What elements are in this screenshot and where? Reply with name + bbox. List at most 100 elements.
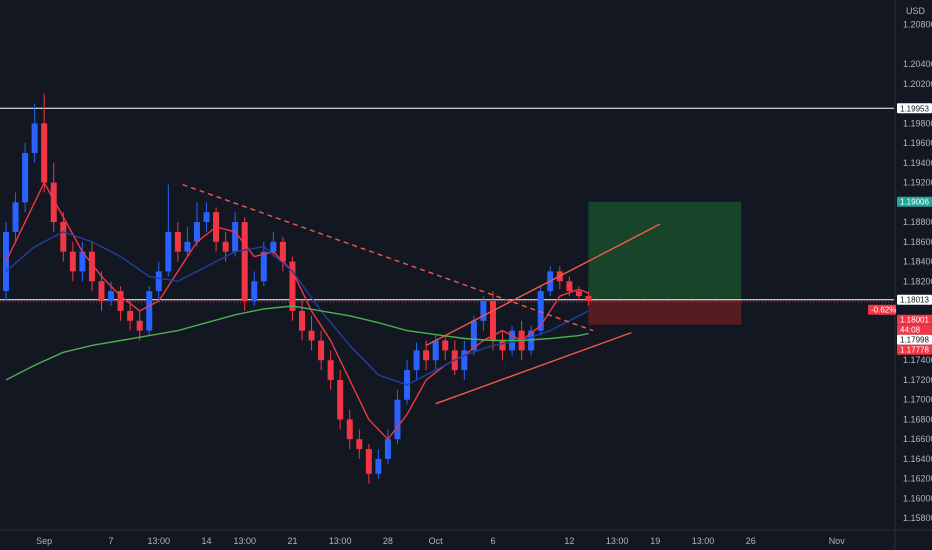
candle — [241, 217, 248, 311]
candle — [260, 241, 267, 287]
price-tick-label: 1.19400 — [903, 158, 932, 168]
price-badge: 1.17998 — [897, 334, 932, 345]
candle-body — [98, 281, 105, 302]
candle — [174, 222, 181, 262]
candle-body — [270, 241, 277, 252]
price-tick-label: 1.20800 — [903, 20, 932, 30]
time-tick-label: 13:00 — [692, 536, 715, 546]
candle-body — [480, 301, 487, 321]
moving-average-line-1 — [5, 181, 589, 441]
profit-zone[interactable] — [588, 201, 742, 300]
candle-body — [365, 449, 372, 474]
candle-body — [88, 251, 95, 282]
candle — [117, 286, 124, 321]
candle-body — [69, 251, 76, 272]
candle — [79, 241, 86, 282]
moving-average-line-2 — [5, 231, 589, 386]
price-tick-label: 1.18800 — [903, 217, 932, 227]
candle-body — [60, 222, 67, 252]
time-tick-label: 13:00 — [329, 536, 352, 546]
trendline-0[interactable] — [182, 183, 594, 332]
long-position-tool[interactable] — [588, 201, 742, 325]
candle-body — [79, 251, 86, 272]
candle-body — [394, 399, 401, 440]
price-badge-label: 1.18001 — [900, 316, 929, 325]
candle-body — [108, 291, 115, 302]
candle-body — [442, 340, 449, 351]
candle-body — [470, 320, 477, 351]
trendlines[interactable] — [182, 183, 661, 405]
price-tick-label: 1.16800 — [903, 414, 932, 424]
price-tick-label: 1.17200 — [903, 375, 932, 385]
stop-zone[interactable] — [588, 299, 742, 325]
price-badge-label: 1.17778 — [900, 346, 929, 355]
candle-body — [308, 330, 315, 341]
price-tick-label: 1.19200 — [903, 178, 932, 188]
candle — [251, 271, 258, 306]
price-tick-label: 1.15800 — [903, 513, 932, 523]
candle-body — [174, 231, 181, 252]
candle-body — [537, 291, 544, 331]
time-tick-label: 7 — [109, 536, 114, 546]
price-tick-label: 1.16000 — [903, 493, 932, 503]
candle-body — [232, 222, 239, 252]
candle — [442, 335, 449, 361]
candle-body — [384, 439, 391, 459]
candle — [289, 256, 296, 321]
price-axis[interactable]: USD 1.20800 1.20400 1.20200 1.19800 1.19600 1… — [903, 6, 932, 523]
candle-body — [461, 350, 468, 371]
candle-body — [146, 291, 153, 331]
price-tick-label: 1.18200 — [903, 276, 932, 286]
candle-body — [356, 439, 363, 450]
candle-body — [585, 296, 592, 302]
price-tick-label: 1.20200 — [903, 79, 932, 89]
candle-body — [423, 350, 430, 361]
price-tick-label: 1.16600 — [903, 434, 932, 444]
candle — [394, 389, 401, 445]
candle-body — [31, 123, 38, 153]
candle-body — [489, 301, 496, 341]
candle — [480, 296, 487, 331]
price-badge-label: 1.18013 — [900, 296, 929, 305]
candle-body — [566, 281, 573, 292]
time-tick-label: 14 — [202, 536, 212, 546]
candle-body — [127, 310, 134, 321]
candle — [155, 261, 162, 302]
trendline-1[interactable] — [425, 223, 661, 347]
candle — [308, 315, 315, 351]
candle-body — [375, 458, 382, 474]
candle-body — [193, 222, 200, 242]
price-badge-label: -0.62% — [871, 306, 896, 315]
candle-body — [136, 320, 143, 331]
candle-body — [117, 291, 124, 311]
price-tick-label: 1.18400 — [903, 257, 932, 267]
candle-body — [222, 241, 229, 252]
candle-body — [165, 231, 172, 272]
candle-body — [241, 222, 248, 302]
price-badges: 1.199531.190061.18013-0.62%1.1800144:081… — [868, 103, 932, 355]
price-badge-label: 1.19006 — [900, 198, 929, 207]
candle-body — [260, 251, 267, 282]
price-tick-label: 1.16200 — [903, 474, 932, 484]
candle — [346, 409, 353, 450]
candle — [327, 350, 334, 390]
candle — [499, 330, 506, 361]
candle-body — [575, 291, 582, 297]
candle — [537, 286, 544, 336]
candle — [50, 162, 57, 232]
candle — [69, 241, 76, 282]
time-tick-label: Nov — [829, 536, 846, 546]
candle — [146, 286, 153, 336]
candle — [88, 241, 95, 292]
trendline-2[interactable] — [435, 331, 632, 405]
time-tick-label: 12 — [564, 536, 574, 546]
candle-body — [203, 212, 210, 223]
time-axis[interactable]: Sep 7 13:00 14 13:00 21 13:00 28 Oct 6 12 13:00 19 13… — [36, 536, 845, 546]
candle-body — [327, 360, 334, 380]
price-badge-label: 44:08 — [900, 326, 921, 335]
candle-body — [279, 241, 286, 262]
candle — [365, 444, 372, 484]
time-tick-label: 28 — [383, 536, 393, 546]
